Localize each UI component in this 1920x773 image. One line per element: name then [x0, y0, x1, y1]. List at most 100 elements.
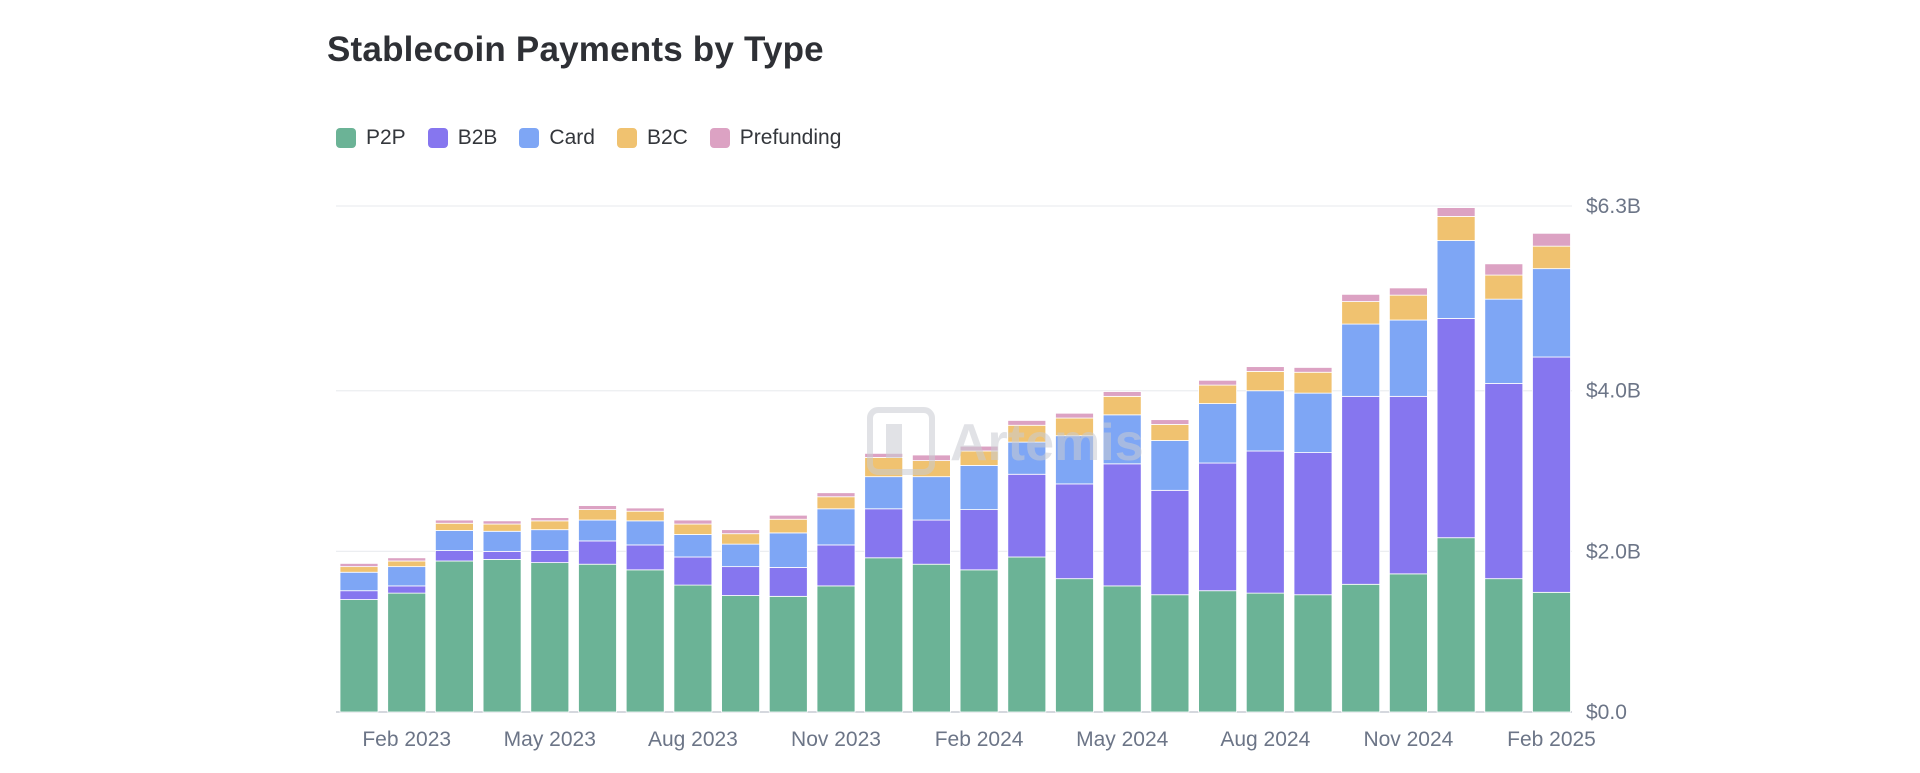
- bar-segment-b2b: Aug 2023 — B2B: $0.35B: [673, 556, 713, 586]
- bar-segment-b2b: Sep 2023 — B2B: $0.36B: [721, 566, 760, 596]
- legend-swatch-b2c: [616, 128, 637, 148]
- bar-segment-b2c: Oct 2023 — B2C: $0.17B: [768, 518, 808, 534]
- bar-segment-p2p: Mar 2023 — P2P: $1.88B: [434, 560, 474, 713]
- bar-segment-prefunding: Oct 2023 — Prefunding: $0.05B: [768, 514, 808, 520]
- bar-segment-b2b: Feb 2024 — B2B: $0.75B: [959, 509, 999, 571]
- bar-stack: Oct 2023 — P2P: $1.44BOct 2023 — B2B: $0…: [768, 514, 808, 713]
- bars: Jan 2023 — P2P: $1.40BJan 2023 — B2B: $0…: [339, 207, 1571, 713]
- bar-segment-prefunding: Dec 2023 — Prefunding: $0.05B: [864, 452, 904, 458]
- bar-segment-b2b: Nov 2023 — B2B: $0.51B: [816, 544, 856, 587]
- bar-segment-p2p: Oct 2024 — P2P: $1.59B: [1341, 583, 1381, 713]
- bar-stack: Mar 2024 — P2P: $1.93BMar 2024 — B2B: $1…: [1007, 420, 1047, 713]
- legend-swatch-card: [519, 128, 540, 148]
- bar-segment-p2p: Mar 2024 — P2P: $1.93B: [1007, 556, 1047, 713]
- bar-segment-card: Feb 2025 — Card: $1.10B: [1532, 268, 1571, 358]
- bar-segment-prefunding: Feb 2024 — Prefunding: $0.06B: [959, 445, 999, 452]
- bar-segment-b2c: Aug 2023 — B2C: $0.13B: [673, 523, 713, 535]
- bar-segment-b2b: Jan 2024 — B2B: $0.55B: [912, 519, 951, 565]
- bar-segment-card: Jul 2024 — Card: $0.74B: [1198, 403, 1237, 464]
- bar-segment-card: Jan 2025 — Card: $1.05B: [1484, 298, 1524, 384]
- legend-item-card[interactable]: Card: [519, 126, 595, 150]
- watermark-logo-icon: [867, 407, 935, 475]
- bar-segment-prefunding: Aug 2024 — Prefunding: $0.06B: [1245, 366, 1285, 372]
- bar-segment-card: Nov 2024 — Card: $0.95B: [1389, 319, 1428, 397]
- bar-stack: Apr 2024 — P2P: $1.66BApr 2024 — B2B: $1…: [1055, 412, 1094, 713]
- bar-segment-b2c: Oct 2024 — B2C: $0.28B: [1341, 301, 1381, 325]
- bar-stack: Jul 2023 — P2P: $1.77BJul 2023 — B2B: $0…: [625, 507, 665, 713]
- bar-segment-card: Dec 2024 — Card: $0.97B: [1436, 240, 1476, 319]
- bar-segment-card: Nov 2023 — Card: $0.45B: [816, 508, 856, 546]
- bar-segment-b2b: Jun 2024 — B2B: $1.30B: [1150, 489, 1190, 596]
- bar-segment-b2b: Apr 2024 — B2B: $1.18B: [1055, 483, 1094, 580]
- bar-segment-b2b: Aug 2024 — B2B: $1.77B: [1245, 450, 1285, 594]
- bar-segment-prefunding: Sep 2023 — Prefunding: $0.05B: [721, 529, 760, 535]
- bar-stack: Jun 2023 — P2P: $1.84BJun 2023 — B2B: $0…: [578, 505, 617, 713]
- bar-segment-prefunding: Oct 2024 — Prefunding: $0.09B: [1341, 293, 1381, 302]
- bar-segment-b2c: Aug 2024 — B2C: $0.24B: [1245, 371, 1285, 392]
- bar-segment-card: Jan 2024 — Card: $0.54B: [912, 476, 951, 521]
- bar-segment-p2p: Sep 2024 — P2P: $1.46B: [1293, 594, 1333, 713]
- bar-segment-b2b: Mar 2024 — B2B: $1.03B: [1007, 473, 1047, 558]
- bar-stack: Sep 2024 — P2P: $1.46BSep 2024 — B2B: $1…: [1293, 367, 1333, 713]
- bar-segment-prefunding: May 2023 — Prefunding: $0.04B: [530, 517, 570, 522]
- bar-segment-p2p: Nov 2024 — P2P: $1.72B: [1389, 573, 1428, 713]
- bar-stack: Aug 2024 — P2P: $1.48BAug 2024 — B2B: $1…: [1245, 366, 1285, 713]
- bar-segment-p2p: Sep 2023 — P2P: $1.45B: [721, 595, 760, 713]
- bar-stack: Dec 2024 — P2P: $2.17BDec 2024 — B2B: $2…: [1436, 207, 1476, 713]
- legend-item-p2p[interactable]: P2P: [336, 126, 406, 150]
- bar-stack: Feb 2023 — P2P: $1.48BFeb 2023 — B2B: $0…: [387, 557, 427, 713]
- bar-segment-b2b: Dec 2023 — B2B: $0.61B: [864, 508, 904, 559]
- bar-segment-card: May 2023 — Card: $0.26B: [530, 529, 570, 551]
- legend-item-b2c[interactable]: B2C: [616, 126, 688, 150]
- bar-segment-b2c: Jul 2023 — B2C: $0.12B: [625, 510, 665, 522]
- legend-item-prefunding[interactable]: Prefunding: [709, 126, 842, 150]
- bar-segment-card: Oct 2024 — Card: $0.90B: [1341, 323, 1381, 397]
- y-tick-label: $0.0: [1586, 701, 1627, 724]
- legend-label-p2p: P2P: [366, 126, 406, 149]
- bar-stack: Dec 2023 — P2P: $1.92BDec 2023 — B2B: $0…: [864, 452, 904, 713]
- bar-stack: Nov 2024 — P2P: $1.72BNov 2024 — B2B: $2…: [1389, 287, 1428, 713]
- bar-segment-prefunding: Apr 2024 — Prefunding: $0.06B: [1055, 412, 1094, 419]
- bar-stack: Jun 2024 — P2P: $1.46BJun 2024 — B2B: $1…: [1150, 419, 1190, 713]
- x-axis: Feb 2023 May 2023 Aug 2023 Nov 2023 Feb 2024…: [362, 728, 1596, 751]
- bar-segment-p2p: Dec 2024 — P2P: $2.17B: [1436, 537, 1476, 713]
- bar-segment-b2b: May 2023 — B2B: $0.15B: [530, 550, 570, 564]
- bar-segment-prefunding: Nov 2024 — Prefunding: $0.09B: [1389, 287, 1428, 296]
- bar-segment-card: Aug 2023 — Card: $0.28B: [673, 534, 713, 558]
- bar-stack: Apr 2023 — P2P: $1.90BApr 2023 — B2B: $0…: [482, 520, 522, 713]
- bar-segment-b2c: Jan 2025 — B2C: $0.30B: [1484, 274, 1524, 300]
- bar-stack: Aug 2023 — P2P: $1.58BAug 2023 — B2B: $0…: [673, 519, 713, 713]
- legend-swatch-prefunding: [709, 128, 730, 148]
- x-tick-label: Nov 2023: [791, 728, 881, 751]
- bar-segment-prefunding: Dec 2024 — Prefunding: $0.11B: [1436, 207, 1476, 217]
- bar-segment-b2b: Feb 2023 — B2B: $0.09B: [387, 585, 427, 594]
- bar-segment-b2b: Jun 2023 — B2B: $0.29B: [578, 540, 617, 565]
- bar-segment-b2c: Sep 2024 — B2C: $0.26B: [1293, 371, 1333, 394]
- bar-stack: Jul 2024 — P2P: $1.51BJul 2024 — B2B: $1…: [1198, 379, 1237, 713]
- x-tick-label: Feb 2024: [935, 728, 1024, 751]
- bar-segment-card: Oct 2023 — Card: $0.43B: [768, 532, 808, 568]
- bar-segment-b2c: Dec 2024 — B2C: $0.30B: [1436, 216, 1476, 241]
- legend: P2P B2B Card B2C Prefunding: [336, 126, 841, 150]
- bar-segment-p2p: May 2024 — P2P: $1.57B: [1102, 585, 1142, 713]
- watermark: Artemis: [867, 407, 1144, 475]
- y-tick-label: $2.0B: [1586, 540, 1641, 563]
- bar-segment-card: Jul 2023 — Card: $0.30B: [625, 520, 665, 546]
- bar-segment-card: Feb 2023 — Card: $0.24B: [387, 566, 427, 587]
- bar-segment-card: Jun 2024 — Card: $0.62B: [1150, 440, 1190, 491]
- legend-label-prefunding: Prefunding: [739, 126, 842, 149]
- legend-label-card: Card: [549, 126, 595, 149]
- legend-item-b2b[interactable]: B2B: [427, 126, 497, 150]
- bar-segment-b2b: May 2024 — B2B: $1.52B: [1102, 463, 1142, 587]
- bar-segment-card: Mar 2024 — Card: $0.40B: [1007, 441, 1047, 475]
- bar-stack: May 2023 — P2P: $1.86BMay 2023 — B2B: $0…: [530, 517, 570, 713]
- watermark-text: Artemis: [950, 414, 1144, 472]
- bar-segment-p2p: Feb 2025 — P2P: $1.49B: [1532, 591, 1571, 713]
- bar-segment-b2c: Mar 2023 — B2C: $0.09B: [434, 522, 474, 531]
- bar-segment-prefunding: Feb 2023 — Prefunding: $0.04B: [387, 557, 427, 562]
- bar-segment-p2p: Aug 2023 — P2P: $1.58B: [673, 584, 713, 713]
- bar-segment-p2p: Jun 2024 — P2P: $1.46B: [1150, 594, 1190, 713]
- bar-segment-prefunding: Jan 2023 — Prefunding: $0.04B: [339, 563, 379, 568]
- bar-segment-card: Sep 2023 — Card: $0.28B: [721, 543, 760, 568]
